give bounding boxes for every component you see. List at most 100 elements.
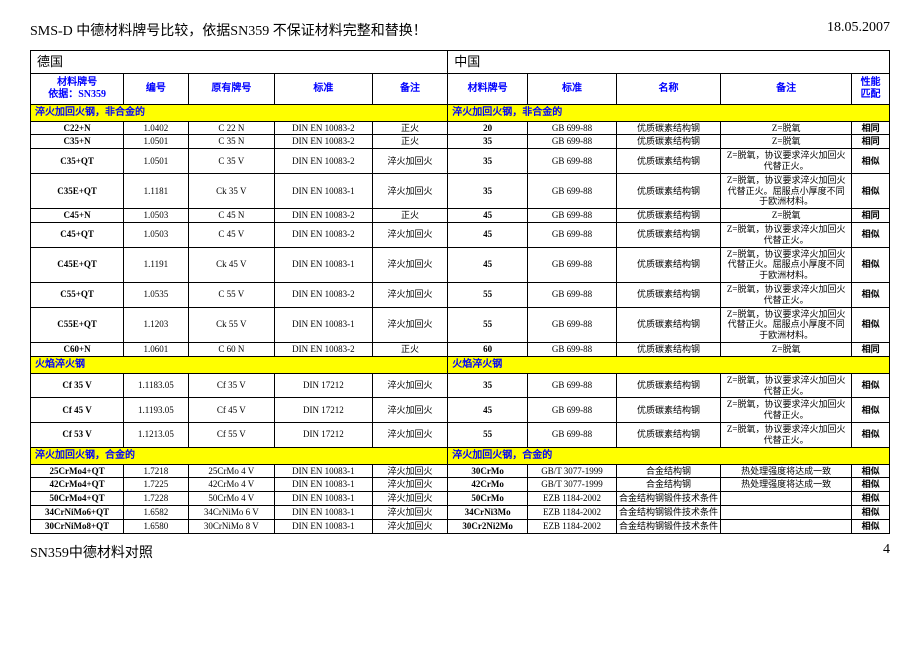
cell-cn-grade: 35 (448, 135, 528, 149)
cell-note-de: 淬火加回火 (372, 222, 447, 247)
table-row: C35+QT1.0501C 35 VDIN EN 10083-2淬火加回火35G… (31, 149, 890, 174)
column-header-row: 材料牌号 依据：SN359 编号 原有牌号 标准 备注 材料牌号 标准 名称 备… (31, 73, 890, 104)
cell-standard-cn: EZB 1184-2002 (528, 519, 617, 533)
cell-match: 相同 (852, 135, 890, 149)
cell-code: 1.7218 (124, 464, 188, 478)
cell-cn-grade: 60 (448, 342, 528, 356)
cell-cn-grade: 42CrMo (448, 478, 528, 492)
cell-standard-de: DIN EN 10083-1 (275, 492, 373, 506)
cell-cn-grade: 45 (448, 209, 528, 223)
table-row: C45+N1.0503C 45 NDIN EN 10083-2正火45GB 69… (31, 209, 890, 223)
cell-code: 1.0535 (124, 282, 188, 307)
cell-code: 1.1213.05 (124, 422, 188, 447)
cell-match: 相似 (852, 247, 890, 282)
cell-note-de: 正火 (372, 121, 447, 135)
cell-standard-de: DIN EN 10083-2 (275, 121, 373, 135)
table-row: Cf 45 V1.1193.05Cf 45 VDIN 17212淬火加回火45G… (31, 398, 890, 423)
section-title-de: 火焰淬火钢 (31, 356, 448, 373)
cell-cn-grade: 30Cr2Ni2Mo (448, 519, 528, 533)
cell-code: 1.1203 (124, 307, 188, 342)
cell-match: 相似 (852, 422, 890, 447)
cell-name-cn: 合金结构钢锻件技术条件 (616, 519, 720, 533)
col-note-de: 备注 (372, 73, 447, 104)
cell-orig-grade: Ck 55 V (188, 307, 275, 342)
cell-standard-de: DIN EN 10083-2 (275, 135, 373, 149)
cell-note-cn: Z=脱氧 (721, 135, 852, 149)
cell-standard-de: DIN EN 10083-1 (275, 464, 373, 478)
col-orig-grade: 原有牌号 (188, 73, 275, 104)
cell-orig-grade: 42CrMo 4 V (188, 478, 275, 492)
cell-standard-cn: GB 699-88 (528, 209, 617, 223)
cell-standard-cn: GB 699-88 (528, 173, 617, 208)
cell-name-cn: 合金结构钢 (616, 464, 720, 478)
cell-cn-grade: 30CrMo (448, 464, 528, 478)
cell-cn-grade: 35 (448, 173, 528, 208)
cell-standard-cn: GB 699-88 (528, 342, 617, 356)
table-row: 42CrMo4+QT1.722542CrMo 4 VDIN EN 10083-1… (31, 478, 890, 492)
cell-germ-name: C55E+QT (31, 307, 124, 342)
cell-note-de: 正火 (372, 342, 447, 356)
cell-cn-grade: 55 (448, 307, 528, 342)
cell-match: 相似 (852, 307, 890, 342)
cell-cn-grade: 34CrNi3Mo (448, 505, 528, 519)
table-row: C22+N1.0402C 22 NDIN EN 10083-2正火20GB 69… (31, 121, 890, 135)
cell-germ-name: C60+N (31, 342, 124, 356)
cell-note-cn: Z=脱氧，协议要求淬火加回火代替正火。屈服点小厚度不同于欧洲材料。 (721, 247, 852, 282)
cell-orig-grade: C 22 N (188, 121, 275, 135)
cell-standard-de: DIN EN 10083-1 (275, 173, 373, 208)
cell-name-cn: 优质碳素结构钢 (616, 398, 720, 423)
cell-standard-cn: GB/T 3077-1999 (528, 464, 617, 478)
region-germany: 德国 (31, 51, 448, 74)
cell-standard-de: DIN 17212 (275, 422, 373, 447)
cell-germ-name: 30CrNiMo8+QT (31, 519, 124, 533)
header-date: 18.05.2007 (827, 20, 890, 40)
cell-standard-cn: EZB 1184-2002 (528, 492, 617, 506)
cell-orig-grade: Ck 45 V (188, 247, 275, 282)
cell-germ-name: Cf 45 V (31, 398, 124, 423)
cell-note-de: 正火 (372, 135, 447, 149)
cell-orig-grade: Cf 55 V (188, 422, 275, 447)
cell-note-cn (721, 519, 852, 533)
cell-code: 1.6582 (124, 505, 188, 519)
footer-title: SN359中德材料对照 (30, 542, 153, 562)
cell-match: 相似 (852, 505, 890, 519)
cell-note-de: 淬火加回火 (372, 505, 447, 519)
cell-match: 相似 (852, 492, 890, 506)
cell-note-cn: 热处理强度将达成一致 (721, 478, 852, 492)
cell-cn-grade: 20 (448, 121, 528, 135)
cell-note-de: 淬火加回火 (372, 492, 447, 506)
section-title-cn: 淬火加回火钢，合金的 (448, 447, 890, 464)
cell-code: 1.0501 (124, 135, 188, 149)
cell-cn-grade: 45 (448, 398, 528, 423)
cell-standard-cn: GB/T 3077-1999 (528, 478, 617, 492)
table-row: C55E+QT1.1203Ck 55 VDIN EN 10083-1淬火加回火5… (31, 307, 890, 342)
cell-note-cn: Z=脱氧，协议要求淬火加回火代替正火。 (721, 398, 852, 423)
cell-standard-de: DIN EN 10083-2 (275, 209, 373, 223)
cell-orig-grade: 25CrMo 4 V (188, 464, 275, 478)
cell-germ-name: C35+QT (31, 149, 124, 174)
cell-orig-grade: C 35 N (188, 135, 275, 149)
table-row: C45+QT1.0503C 45 VDIN EN 10083-2淬火加回火45G… (31, 222, 890, 247)
cell-germ-name: C45E+QT (31, 247, 124, 282)
cell-code: 1.7228 (124, 492, 188, 506)
cell-standard-de: DIN EN 10083-1 (275, 519, 373, 533)
cell-standard-de: DIN 17212 (275, 398, 373, 423)
cell-note-de: 淬火加回火 (372, 282, 447, 307)
material-comparison-table: 德国 中国 材料牌号 依据：SN359 编号 原有牌号 标准 备注 材料牌号 标… (30, 50, 890, 534)
cell-standard-de: DIN EN 10083-1 (275, 505, 373, 519)
col-name-cn: 名称 (616, 73, 720, 104)
col-standard-cn: 标准 (528, 73, 617, 104)
cell-orig-grade: 30CrNiMo 8 V (188, 519, 275, 533)
cell-standard-de: DIN 17212 (275, 373, 373, 398)
cell-code: 1.0402 (124, 121, 188, 135)
page-footer: SN359中德材料对照 4 (30, 542, 890, 562)
cell-match: 相似 (852, 478, 890, 492)
cell-name-cn: 优质碳素结构钢 (616, 282, 720, 307)
cell-cn-grade: 50CrMo (448, 492, 528, 506)
cell-match: 相同 (852, 209, 890, 223)
cell-standard-de: DIN EN 10083-2 (275, 282, 373, 307)
cell-note-cn: Z=脱氧，协议要求淬火加回火代替正火。 (721, 373, 852, 398)
table-row: 25CrMo4+QT1.721825CrMo 4 VDIN EN 10083-1… (31, 464, 890, 478)
cell-name-cn: 优质碳素结构钢 (616, 173, 720, 208)
cell-match: 相似 (852, 464, 890, 478)
